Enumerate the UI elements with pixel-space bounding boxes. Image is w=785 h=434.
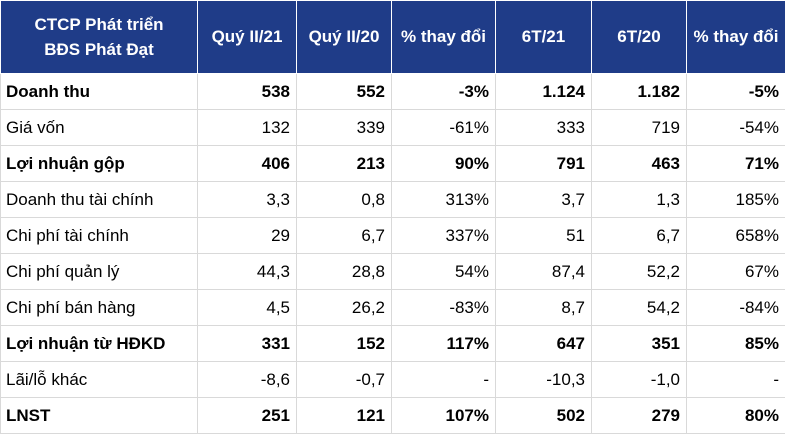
cell-6m-change: 185% — [687, 182, 785, 218]
cell-q2-21: 44,3 — [198, 254, 297, 290]
cell-q2-20: -0,7 — [297, 362, 392, 398]
cell-6m-change: 80% — [687, 398, 785, 434]
cell-6m-change: -54% — [687, 110, 785, 146]
cell-6m-20: 52,2 — [592, 254, 687, 290]
cell-q2-21: 3,3 — [198, 182, 297, 218]
col-header-q2-21: Quý II/21 — [198, 1, 297, 74]
row-label: Doanh thu — [1, 74, 198, 110]
cell-q2-21: 29 — [198, 218, 297, 254]
col-header-6m-20: 6T/20 — [592, 1, 687, 74]
cell-quarter-change: 54% — [392, 254, 496, 290]
cell-q2-21: 251 — [198, 398, 297, 434]
cell-6m-20: 719 — [592, 110, 687, 146]
col-header-quarter-change: % thay đổi — [392, 1, 496, 74]
table-row: Lãi/lỗ khác-8,6-0,7--10,3-1,0- — [1, 362, 785, 398]
cell-q2-20: 6,7 — [297, 218, 392, 254]
cell-quarter-change: -61% — [392, 110, 496, 146]
cell-6m-21: 87,4 — [496, 254, 592, 290]
cell-q2-20: 152 — [297, 326, 392, 362]
row-label: Doanh thu tài chính — [1, 182, 198, 218]
cell-q2-20: 121 — [297, 398, 392, 434]
cell-6m-change: -5% — [687, 74, 785, 110]
cell-q2-21: 406 — [198, 146, 297, 182]
cell-q2-21: 132 — [198, 110, 297, 146]
cell-quarter-change: 313% — [392, 182, 496, 218]
cell-q2-21: 331 — [198, 326, 297, 362]
cell-6m-20: 1,3 — [592, 182, 687, 218]
cell-6m-20: 463 — [592, 146, 687, 182]
header-row: CTCP Phát triển BĐS Phát Đạt Quý II/21 Q… — [1, 1, 785, 74]
cell-6m-20: 6,7 — [592, 218, 687, 254]
row-label: Chi phí quản lý — [1, 254, 198, 290]
cell-6m-21: 502 — [496, 398, 592, 434]
cell-q2-20: 0,8 — [297, 182, 392, 218]
company-header: CTCP Phát triển BĐS Phát Đạt — [1, 1, 198, 74]
cell-6m-change: -84% — [687, 290, 785, 326]
row-label: Lợi nhuận từ HĐKD — [1, 326, 198, 362]
company-name-line2: BĐS Phát Đạt — [7, 37, 191, 63]
row-label: Lãi/lỗ khác — [1, 362, 198, 398]
cell-quarter-change: -83% — [392, 290, 496, 326]
cell-6m-change: 67% — [687, 254, 785, 290]
cell-q2-21: -8,6 — [198, 362, 297, 398]
cell-6m-21: 3,7 — [496, 182, 592, 218]
cell-quarter-change: 337% — [392, 218, 496, 254]
cell-q2-20: 26,2 — [297, 290, 392, 326]
cell-q2-20: 339 — [297, 110, 392, 146]
row-label: Giá vốn — [1, 110, 198, 146]
cell-6m-21: 51 — [496, 218, 592, 254]
row-label: Chi phí tài chính — [1, 218, 198, 254]
cell-quarter-change: -3% — [392, 74, 496, 110]
company-name-line1: CTCP Phát triển — [7, 12, 191, 38]
cell-q2-20: 552 — [297, 74, 392, 110]
cell-6m-20: 1.182 — [592, 74, 687, 110]
row-label: Lợi nhuận gộp — [1, 146, 198, 182]
cell-6m-20: 54,2 — [592, 290, 687, 326]
cell-6m-change: 658% — [687, 218, 785, 254]
cell-quarter-change: - — [392, 362, 496, 398]
cell-6m-21: 791 — [496, 146, 592, 182]
col-header-q2-20: Quý II/20 — [297, 1, 392, 74]
cell-6m-21: 647 — [496, 326, 592, 362]
cell-q2-21: 538 — [198, 74, 297, 110]
cell-6m-20: 351 — [592, 326, 687, 362]
col-header-6m-change: % thay đổi — [687, 1, 785, 74]
col-header-6m-21: 6T/21 — [496, 1, 592, 74]
cell-6m-21: 333 — [496, 110, 592, 146]
cell-6m-21: 8,7 — [496, 290, 592, 326]
cell-q2-21: 4,5 — [198, 290, 297, 326]
row-label: LNST — [1, 398, 198, 434]
row-label: Chi phí bán hàng — [1, 290, 198, 326]
cell-quarter-change: 117% — [392, 326, 496, 362]
cell-6m-20: -1,0 — [592, 362, 687, 398]
cell-6m-21: 1.124 — [496, 74, 592, 110]
cell-quarter-change: 107% — [392, 398, 496, 434]
cell-quarter-change: 90% — [392, 146, 496, 182]
cell-6m-change: 85% — [687, 326, 785, 362]
cell-6m-change: 71% — [687, 146, 785, 182]
cell-6m-21: -10,3 — [496, 362, 592, 398]
cell-q2-20: 28,8 — [297, 254, 392, 290]
cell-6m-change: - — [687, 362, 785, 398]
cell-6m-20: 279 — [592, 398, 687, 434]
cell-q2-20: 213 — [297, 146, 392, 182]
